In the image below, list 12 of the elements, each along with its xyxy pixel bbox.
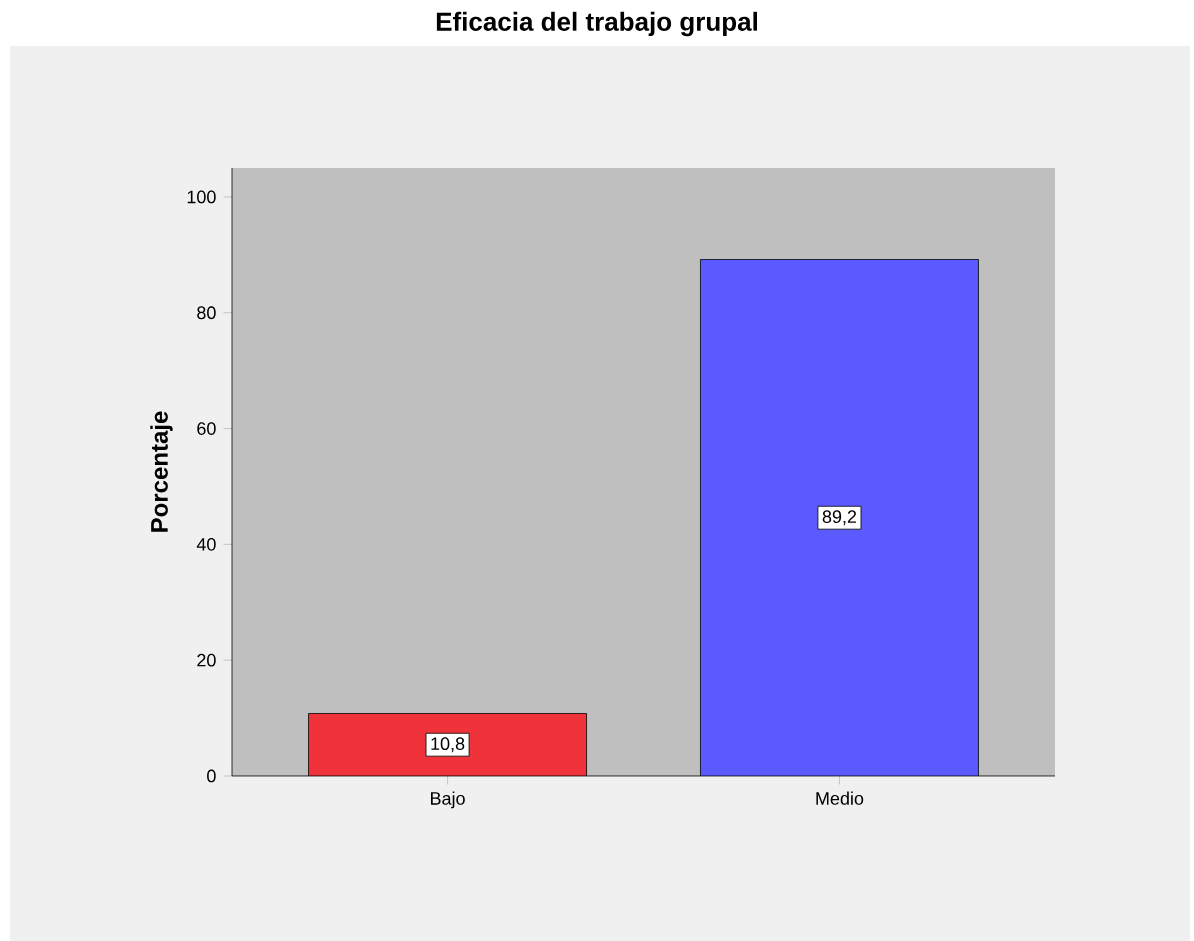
x-tick-label: Medio (816, 791, 864, 805)
y-tick-label: 40 (196, 537, 216, 551)
data-label: 10,8 (431, 737, 465, 753)
y-tick-label: 100 (187, 190, 216, 204)
y-tick-label: 20 (197, 653, 216, 667)
chart-title: Eficacia del trabajo grupal (436, 11, 757, 37)
y-tick-label: 0 (207, 769, 216, 783)
data-label: 89,2 (822, 510, 857, 526)
y-tick-label: 80 (197, 306, 216, 320)
y-axis-title: Porcentaje (150, 411, 173, 532)
x-tick-label: Bajo (431, 791, 465, 809)
y-tick-label: 60 (197, 422, 216, 435)
